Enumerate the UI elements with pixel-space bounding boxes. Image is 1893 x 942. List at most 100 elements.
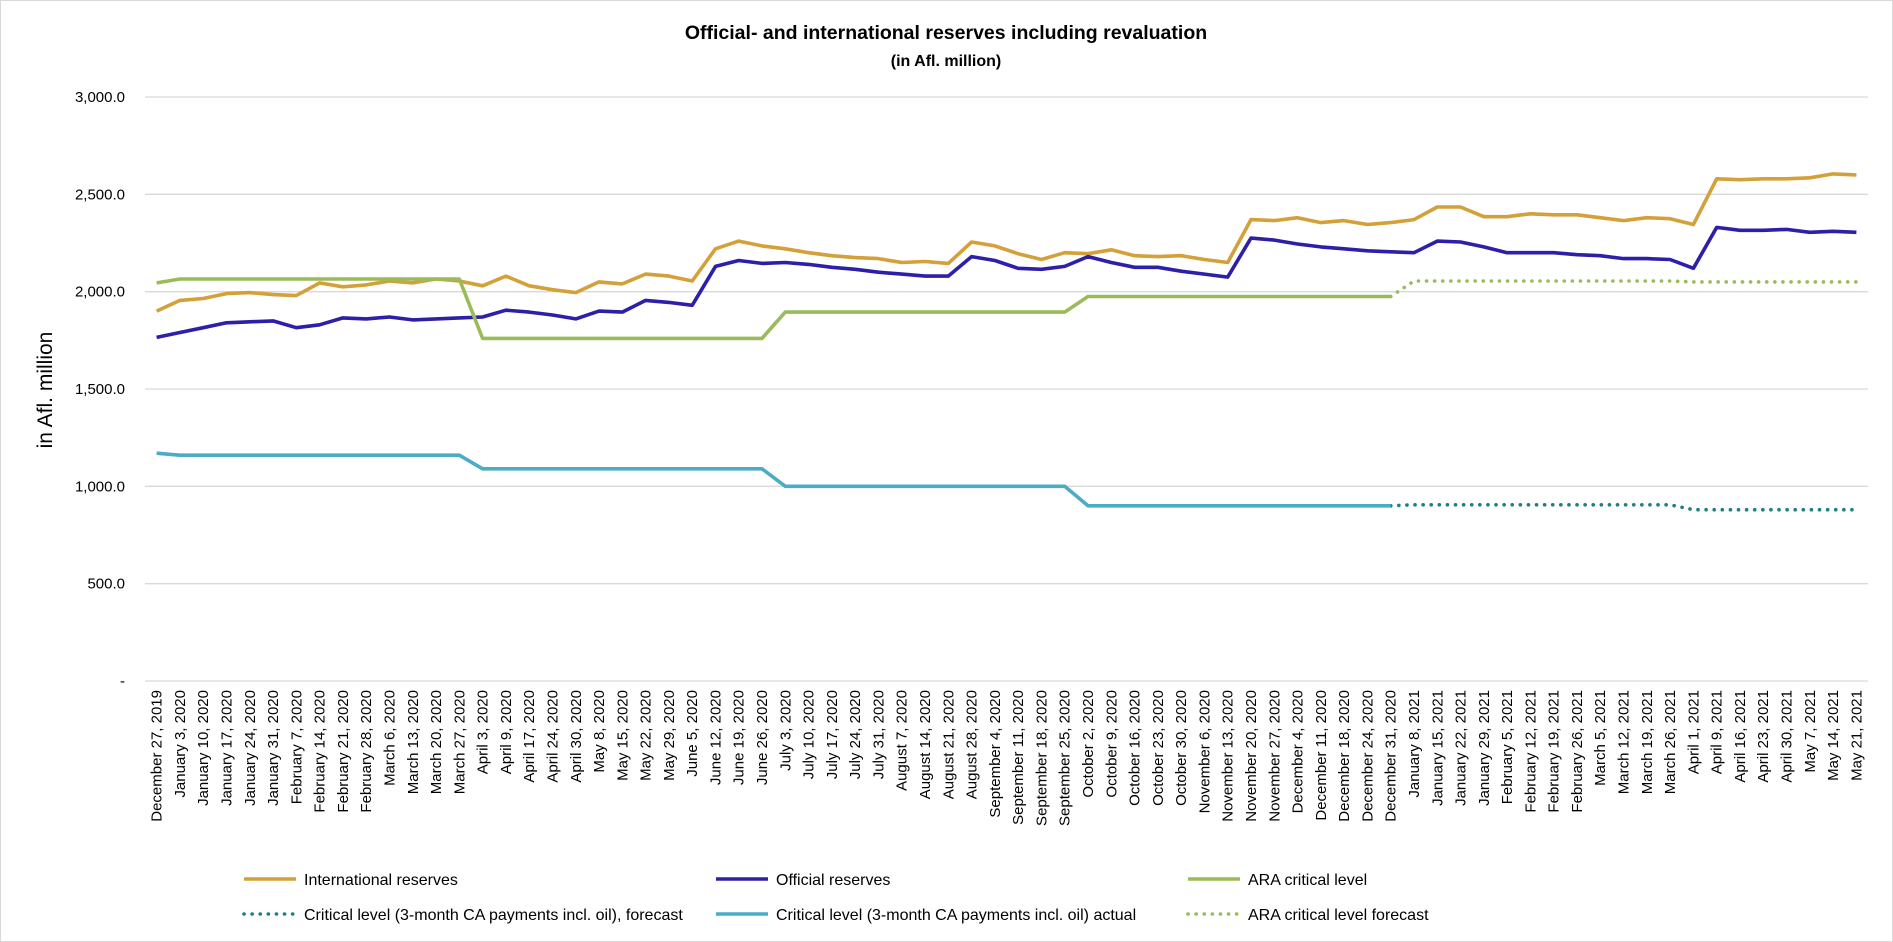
- y-tick-labels: 3,000.0 2,500.0 2,000.0 1,500.0 1,000.0 500.0…: [75, 89, 125, 690]
- x-tick-label: April 9, 2020: [498, 690, 515, 774]
- x-tick-label: July 17, 2020: [824, 690, 841, 779]
- x-tick-label: April 1, 2021: [1685, 690, 1702, 774]
- x-tick-label: May 14, 2021: [1825, 690, 1842, 781]
- x-tick-label: May 29, 2020: [661, 690, 678, 781]
- x-tick-label: February 19, 2021: [1546, 690, 1563, 813]
- x-tick-label: January 29, 2021: [1476, 690, 1493, 806]
- x-tick-label: March 27, 2020: [451, 690, 468, 794]
- x-tick-label: June 26, 2020: [754, 690, 771, 785]
- x-tick-label: May 15, 2020: [614, 690, 631, 781]
- x-tick-label: September 11, 2020: [1010, 690, 1027, 825]
- x-tick-label: January 17, 2020: [218, 690, 235, 806]
- x-tick-label: December 4, 2020: [1290, 690, 1307, 813]
- x-tick-label: May 8, 2020: [591, 690, 608, 773]
- legend: International reserves Official reserves A…: [242, 872, 1429, 924]
- x-tick-label: January 15, 2021: [1429, 690, 1446, 806]
- legend-label: Official reserves: [776, 872, 890, 889]
- x-tick-label: January 24, 2020: [242, 690, 259, 806]
- series-line: [1388, 503, 1859, 512]
- x-tick-label: February 28, 2020: [358, 690, 375, 813]
- x-tick-label: November 6, 2020: [1196, 690, 1213, 813]
- series-line: [1388, 279, 1859, 299]
- series-line: [156, 277, 1391, 341]
- x-tick-label: August 7, 2020: [894, 690, 911, 791]
- x-tick-label: April 9, 2021: [1709, 690, 1726, 774]
- x-tick-label: October 9, 2020: [1103, 690, 1120, 798]
- x-tick-label: September 25, 2020: [1057, 690, 1074, 826]
- grid-layer: [145, 96, 1868, 682]
- y-tick-label: 500.0: [87, 576, 125, 593]
- legend-label: ARA critical level forecast: [1248, 907, 1429, 924]
- x-tick-label: October 23, 2020: [1150, 690, 1167, 806]
- x-tick-label: December 24, 2020: [1359, 690, 1376, 822]
- x-tick-label: October 16, 2020: [1127, 690, 1144, 806]
- x-tick-label: July 10, 2020: [801, 690, 818, 779]
- x-tick-label: March 19, 2021: [1639, 690, 1656, 794]
- x-tick-label: February 5, 2021: [1499, 690, 1516, 804]
- y-tick-label: 3,000.0: [75, 89, 125, 106]
- x-tick-label: March 13, 2020: [405, 690, 422, 794]
- x-tick-label: July 3, 2020: [777, 690, 794, 771]
- legend-label: International reserves: [304, 872, 458, 889]
- x-tick-label: April 23, 2021: [1755, 690, 1772, 783]
- series-line: [156, 225, 1857, 340]
- x-tick-label: March 20, 2020: [428, 690, 445, 794]
- x-tick-label: February 21, 2020: [335, 690, 352, 813]
- x-tick-label: May 21, 2021: [1848, 690, 1865, 781]
- x-tick-label: July 31, 2020: [870, 690, 887, 779]
- x-tick-label: January 8, 2021: [1406, 690, 1423, 798]
- x-tick-label: April 3, 2020: [475, 690, 492, 774]
- x-tick-label: September 4, 2020: [987, 690, 1004, 818]
- y-tick-label: 1,000.0: [75, 478, 125, 495]
- x-tick-label: February 14, 2020: [312, 690, 329, 813]
- x-tick-label: May 7, 2021: [1802, 690, 1819, 773]
- legend-label: Critical level (3-month CA payments incl…: [776, 907, 1136, 924]
- series-layer: [155, 172, 1859, 512]
- x-tick-labels: December 27, 2019 January 3, 2020 January …: [149, 690, 1866, 826]
- x-tick-label: September 18, 2020: [1033, 690, 1050, 826]
- chart-subtitle: (in Afl. million): [891, 53, 1002, 70]
- x-tick-label: January 10, 2020: [195, 690, 212, 806]
- x-tick-label: August 28, 2020: [964, 690, 981, 799]
- x-tick-label: January 3, 2020: [172, 690, 189, 798]
- x-tick-label: December 27, 2019: [149, 690, 166, 822]
- x-tick-label: October 30, 2020: [1173, 690, 1190, 806]
- x-tick-label: August 21, 2020: [940, 690, 957, 799]
- x-tick-label: October 2, 2020: [1080, 690, 1097, 798]
- x-tick-label: February 7, 2020: [288, 690, 305, 804]
- x-tick-label: July 24, 2020: [847, 690, 864, 779]
- x-tick-label: August 14, 2020: [917, 690, 934, 799]
- x-tick-label: November 13, 2020: [1220, 690, 1237, 822]
- y-tick-label: -: [120, 673, 125, 690]
- x-tick-label: January 31, 2020: [265, 690, 282, 806]
- x-tick-label: April 17, 2020: [521, 690, 538, 783]
- legend-label: Critical level (3-month CA payments incl…: [304, 907, 683, 924]
- y-tick-label: 2,500.0: [75, 186, 125, 203]
- x-tick-label: February 26, 2021: [1569, 690, 1586, 813]
- legend-label: ARA critical level: [1248, 872, 1367, 889]
- y-tick-label: 1,500.0: [75, 381, 125, 398]
- chart-title: Official- and international reserves inc…: [685, 22, 1207, 44]
- x-tick-label: May 22, 2020: [638, 690, 655, 781]
- x-tick-label: December 11, 2020: [1313, 690, 1330, 821]
- x-tick-label: June 5, 2020: [684, 690, 701, 777]
- x-tick-label: April 16, 2021: [1732, 690, 1749, 783]
- x-tick-label: January 22, 2021: [1453, 690, 1470, 806]
- x-tick-label: April 24, 2020: [544, 690, 561, 783]
- y-tick-label: 2,000.0: [75, 284, 125, 301]
- x-tick-label: December 31, 2020: [1383, 690, 1400, 822]
- x-tick-label: March 6, 2020: [381, 690, 398, 786]
- x-tick-label: November 27, 2020: [1266, 690, 1283, 822]
- x-tick-label: April 30, 2020: [568, 690, 585, 783]
- x-tick-label: April 30, 2021: [1779, 690, 1796, 783]
- x-tick-label: November 20, 2020: [1243, 690, 1260, 822]
- x-tick-label: June 19, 2020: [731, 690, 748, 785]
- x-tick-label: March 5, 2021: [1592, 690, 1609, 786]
- x-tick-label: February 12, 2021: [1522, 690, 1539, 813]
- x-tick-label: March 12, 2021: [1616, 690, 1633, 794]
- x-tick-label: June 12, 2020: [707, 690, 724, 785]
- x-tick-label: March 26, 2021: [1662, 690, 1679, 794]
- x-tick-label: December 18, 2020: [1336, 690, 1353, 822]
- series-line: [156, 451, 1391, 508]
